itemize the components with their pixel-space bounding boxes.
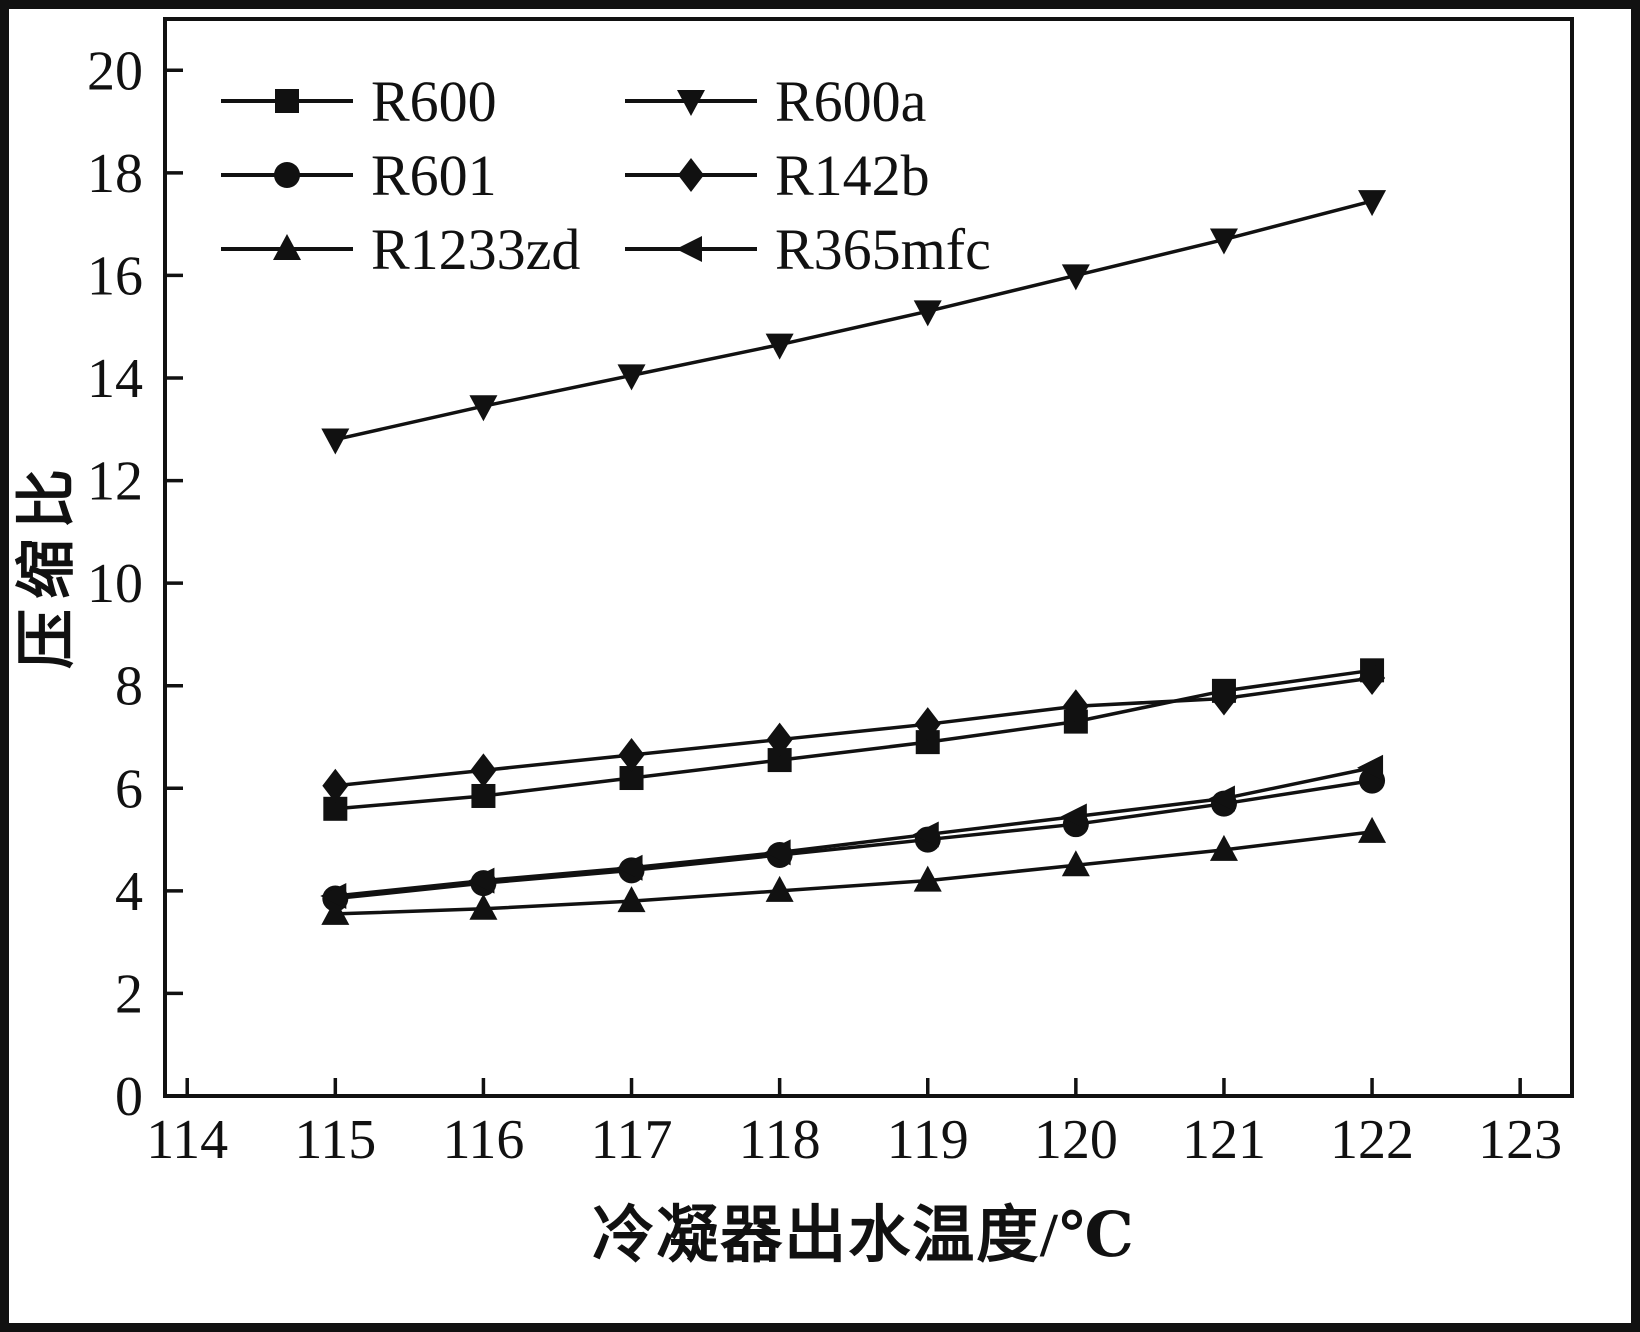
marker-triangle-left-R365mfc <box>320 882 347 909</box>
marker-triangle-down-R600a <box>321 428 350 455</box>
x-axis-tick-label: 120 <box>1034 1109 1118 1171</box>
legend-label-R600a: R600a <box>775 69 926 134</box>
y-axis-tick-label: 14 <box>87 348 143 410</box>
marker-triangle-down-R600a <box>913 300 942 327</box>
marker-triangle-down-R600a <box>765 333 794 360</box>
y-axis-tick-label: 18 <box>87 143 143 205</box>
x-axis-tick-label: 118 <box>739 1109 821 1171</box>
x-axis-tick-label: 115 <box>294 1109 376 1171</box>
marker-triangle-down-R600a <box>1358 190 1387 217</box>
legend-label-R1233zd: R1233zd <box>371 217 580 282</box>
y-axis-title: 压缩比 <box>14 459 80 669</box>
legend-marker-R365mfc <box>676 236 702 262</box>
x-axis-tick-label: 119 <box>887 1109 969 1171</box>
marker-diamond-R142b <box>322 768 349 803</box>
x-axis-title: 冷凝器出水温度/℃ <box>592 1202 1136 1270</box>
y-axis-tick-label: 4 <box>115 861 143 923</box>
y-axis-tick-label: 2 <box>115 963 143 1025</box>
marker-triangle-up-R1233zd <box>617 886 646 913</box>
legend-label-R142b: R142b <box>775 143 930 208</box>
marker-diamond-R142b <box>766 722 793 757</box>
marker-triangle-left-R365mfc <box>616 854 643 881</box>
marker-triangle-down-R600a <box>1061 264 1090 291</box>
x-axis-tick-label: 123 <box>1478 1109 1562 1171</box>
marker-triangle-left-R365mfc <box>1060 803 1087 830</box>
marker-triangle-up-R1233zd <box>913 865 942 892</box>
marker-diamond-R142b <box>470 753 497 788</box>
y-axis-tick-label: 8 <box>115 656 143 718</box>
series-line-R600a <box>334 199 1373 442</box>
marker-triangle-down-R600a <box>1209 228 1238 255</box>
x-axis-tick-label: 114 <box>146 1109 228 1171</box>
marker-diamond-R142b <box>914 707 941 742</box>
x-axis-tick-label: 117 <box>591 1109 673 1171</box>
marker-triangle-left-R365mfc <box>1357 754 1384 781</box>
legend-marker-R142b <box>678 158 704 192</box>
legend-marker-R600a <box>677 90 705 116</box>
series-line-R1233zd <box>335 830 1373 916</box>
legend-marker-R601 <box>274 162 300 188</box>
y-axis-tick-label: 6 <box>115 758 143 820</box>
marker-triangle-left-R365mfc <box>1208 785 1235 812</box>
y-axis-tick-label: 20 <box>87 40 143 102</box>
marker-triangle-up-R1233zd <box>469 893 498 920</box>
marker-diamond-R142b <box>1359 661 1386 696</box>
marker-diamond-R142b <box>1062 689 1089 724</box>
marker-triangle-up-R1233zd <box>1358 816 1387 843</box>
legend-label-R365mfc: R365mfc <box>775 217 991 282</box>
x-axis-tick-label: 122 <box>1330 1109 1414 1171</box>
marker-triangle-up-R1233zd <box>1209 834 1238 861</box>
y-axis-tick-label: 12 <box>87 451 143 513</box>
legend-marker-R600 <box>275 89 299 113</box>
y-axis-tick-label: 16 <box>87 245 143 307</box>
y-axis-tick-label: 10 <box>87 553 143 615</box>
marker-diamond-R142b <box>618 737 645 772</box>
x-axis-tick-label: 116 <box>442 1109 524 1171</box>
legend-label-R600: R600 <box>371 69 497 134</box>
series-line-R142b <box>335 676 1373 788</box>
series-line-R600 <box>335 668 1373 811</box>
series-line-R365mfc <box>335 766 1373 898</box>
x-axis-tick-label: 121 <box>1182 1109 1266 1171</box>
marker-diamond-R142b <box>1210 681 1237 716</box>
marker-triangle-up-R1233zd <box>1061 850 1090 877</box>
marker-triangle-left-R365mfc <box>912 821 939 848</box>
marker-triangle-up-R1233zd <box>321 898 350 925</box>
series-line-R601 <box>335 778 1373 901</box>
legend-marker-R1233zd <box>273 234 301 260</box>
line-chart: 114 115 116 117 118 119 120 121 122 123 0 2 4 6 8 10 12 1… <box>87 17 1574 1171</box>
marker-square-R600 <box>471 783 496 808</box>
marker-triangle-down-R600a <box>617 364 646 391</box>
marker-triangle-left-R365mfc <box>764 839 791 866</box>
legend-label-R601: R601 <box>371 143 497 208</box>
marker-triangle-down-R600a <box>469 395 498 422</box>
marker-triangle-up-R1233zd <box>765 875 794 902</box>
plot-frame <box>163 17 1574 1098</box>
y-axis-tick-label: 0 <box>115 1066 143 1128</box>
marker-triangle-left-R365mfc <box>468 867 495 894</box>
